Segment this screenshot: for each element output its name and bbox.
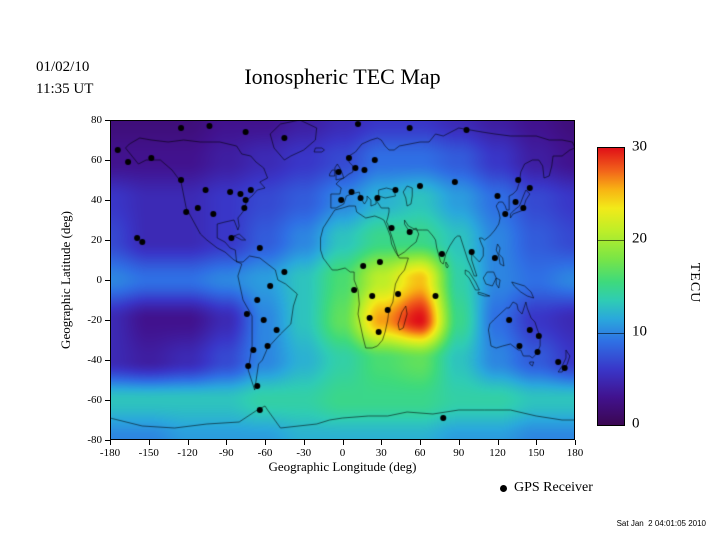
x-axis-tick-label: -30 (296, 447, 312, 459)
y-axis-tick-label: 60 (91, 154, 102, 166)
colorbar-tick-mark (598, 332, 624, 334)
x-axis-tick-label: -90 (218, 447, 234, 459)
y-axis-tick (105, 400, 110, 401)
y-axis-tick (105, 280, 110, 281)
colorbar-tick-label: 20 (632, 230, 647, 247)
generation-timestamp: Sat Jan 2 04:01:05 2010 (616, 519, 706, 528)
page-title: Ionospheric TEC Map (244, 64, 441, 89)
x-axis-tick (381, 440, 383, 445)
x-axis-tick (497, 440, 499, 445)
x-axis-tick (575, 440, 576, 445)
colorbar-tick-label: 30 (632, 138, 647, 155)
y-axis-tick-label: 20 (91, 234, 102, 246)
y-axis-tick-label: -40 (87, 354, 102, 366)
x-axis-tick (342, 440, 344, 445)
observation-time: 11:35 UT (36, 81, 94, 97)
colorbar-unit-label: TECU (687, 262, 702, 304)
y-axis-label: Geographic Latitude (deg) (58, 211, 73, 349)
x-axis-tick-label: -60 (257, 447, 273, 459)
y-axis-tick (105, 200, 110, 201)
colorbar-tick-label: 0 (632, 415, 640, 432)
x-axis-tick (148, 440, 150, 445)
y-axis-tick (105, 120, 110, 121)
y-axis-tick-label: 80 (91, 114, 102, 126)
x-axis-tick-label: 90 (453, 447, 465, 459)
x-axis-tick (265, 440, 266, 445)
colorbar-tick-labels: 0 10 20 30 (632, 139, 666, 432)
x-axis-tick (536, 440, 538, 445)
observation-date: 01/02/10 (36, 59, 90, 75)
x-axis-tick-label: 30 (375, 447, 387, 459)
gps-legend-label: GPS Receiver (514, 480, 593, 495)
y-axis-tick-label: 0 (96, 274, 103, 286)
tec-heatmap-canvas (110, 120, 575, 440)
y-axis-tick-label: -60 (87, 394, 102, 406)
x-axis-label: Geographic Longitude (deg) (268, 459, 417, 474)
y-axis-tick (105, 360, 110, 361)
colorbar-gradient (597, 147, 625, 426)
x-axis-tick (187, 440, 189, 445)
x-axis-tick (110, 440, 111, 445)
x-axis-tick-label: -120 (177, 447, 198, 459)
gps-receiver-dot-icon (500, 484, 507, 492)
y-axis-tick (105, 240, 110, 241)
x-axis-tick-label: 180 (566, 447, 584, 459)
y-axis-tick (105, 160, 110, 161)
y-axis-tick-label: 40 (91, 194, 102, 206)
x-axis-tick-label: 60 (414, 447, 426, 459)
y-axis-tick (105, 320, 110, 321)
x-axis-tick-label: 0 (339, 447, 346, 459)
observation-datetime: 01/02/10 11:35 UT (36, 56, 93, 100)
x-axis-tick (458, 440, 460, 445)
x-axis-tick (226, 440, 228, 445)
x-axis-tick (303, 440, 305, 445)
y-axis-tick-label: -20 (87, 314, 102, 326)
x-axis-tick-label: 120 (489, 447, 506, 459)
x-axis-tick-label: -150 (138, 447, 159, 459)
x-axis-tick-label: -180 (99, 447, 121, 459)
colorbar-tick-label: 10 (632, 323, 647, 340)
gps-legend: GPS Receiver (500, 480, 593, 496)
y-axis-tick-label: -80 (87, 434, 102, 446)
x-axis-tick-label: 150 (528, 447, 545, 459)
plot-area: Geographic Longitude (deg) -180 -150 -120 -… (87, 114, 583, 474)
x-axis-tick (420, 440, 421, 445)
y-axis-tick (105, 440, 110, 441)
colorbar-tick-mark (598, 240, 624, 242)
